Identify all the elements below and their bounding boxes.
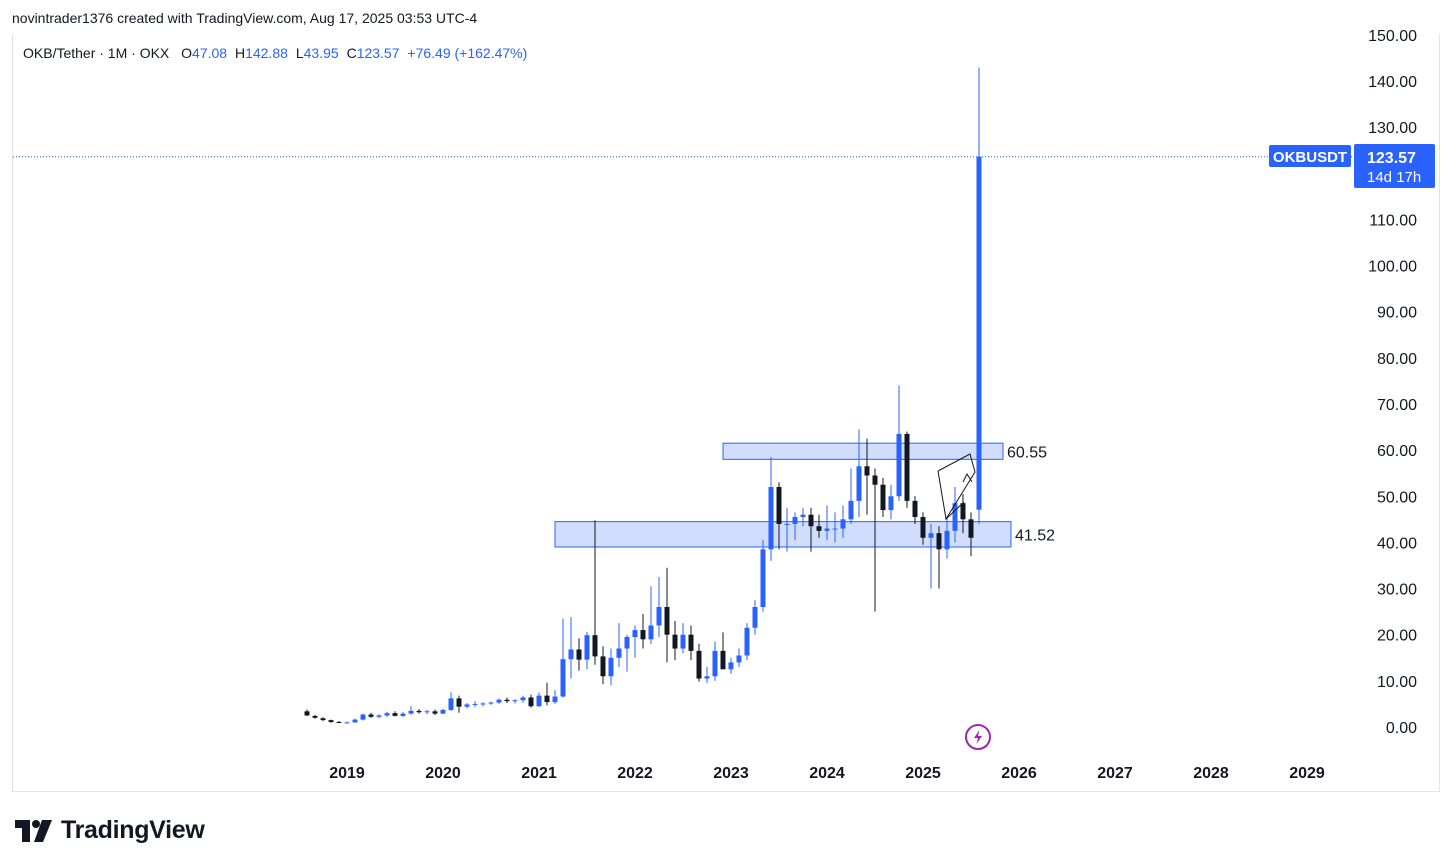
legend-low-label: L (295, 45, 304, 61)
tradingview-wordmark: TradingView (61, 816, 205, 844)
tradingview-logo-icon (15, 819, 52, 842)
legend-change: +76.49 (+162.47%) (407, 45, 528, 61)
legend-close-value: 123.57 (356, 45, 400, 61)
legend-high-label: H (234, 45, 246, 61)
legend-high-value: 142.88 (245, 45, 288, 61)
chart-frame (12, 34, 1440, 792)
ohlc-legend: OKB/Tether · 1M · OKX O47.08 H142.88 L43… (23, 45, 527, 61)
legend-open-label: O (181, 45, 193, 61)
chart-attribution: novintrader1376 created with TradingView… (12, 10, 478, 26)
legend-close-label: C (346, 45, 357, 61)
legend-open-value: 47.08 (192, 45, 228, 61)
legend-symbol[interactable]: OKB/Tether · 1M · OKX (23, 45, 170, 61)
tradingview-logo[interactable]: TradingView (15, 816, 205, 845)
legend-low-value: 43.95 (303, 45, 339, 61)
